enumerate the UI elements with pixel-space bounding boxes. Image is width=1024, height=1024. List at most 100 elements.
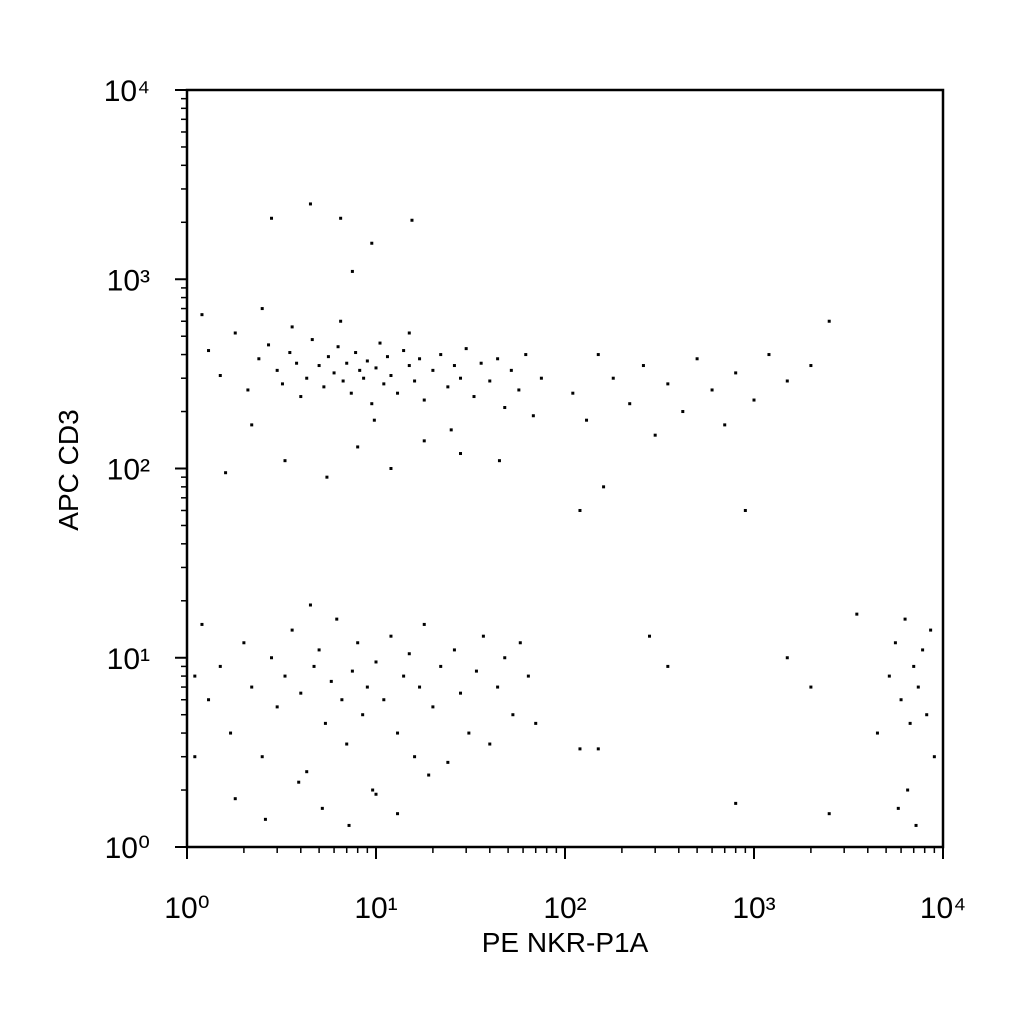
- x-tick-label: 10⁴: [920, 892, 966, 925]
- scatter-point: [503, 406, 507, 410]
- scatter-point: [666, 382, 670, 386]
- scatter-point: [310, 338, 314, 342]
- scatter-point: [356, 445, 360, 449]
- scatter-point: [312, 664, 316, 668]
- scatter-point: [396, 731, 400, 735]
- scatter-point: [855, 612, 859, 616]
- scatter-point: [418, 357, 422, 361]
- scatter-point: [267, 343, 271, 347]
- scatter-point: [511, 713, 515, 717]
- scatter-point: [467, 731, 471, 735]
- scatter-point: [374, 660, 378, 664]
- scatter-point: [374, 792, 378, 796]
- scatter-point: [207, 349, 211, 353]
- scatter-point: [734, 801, 738, 805]
- scatter-point: [464, 347, 468, 351]
- scatter-point: [229, 731, 233, 735]
- scatter-point: [596, 353, 600, 357]
- scatter-point: [827, 812, 831, 816]
- scatter-point: [752, 398, 756, 402]
- scatter-point: [602, 485, 606, 489]
- scatter-point: [410, 218, 414, 222]
- scatter-point: [539, 376, 543, 380]
- scatter-point: [723, 423, 727, 427]
- scatter-point: [497, 459, 501, 463]
- scatter-point: [290, 325, 294, 329]
- scatter-point: [908, 721, 912, 725]
- scatter-point: [449, 428, 453, 432]
- scatter-point: [496, 357, 500, 361]
- scatter-point: [439, 664, 443, 668]
- scatter-point: [446, 385, 450, 389]
- scatter-point: [356, 641, 360, 645]
- scatter-point: [385, 355, 389, 359]
- scatter-point: [275, 705, 279, 709]
- scatter-point: [906, 788, 910, 792]
- scatter-point: [358, 368, 362, 372]
- scatter-point: [207, 698, 211, 702]
- scatter-point: [218, 664, 222, 668]
- scatter-point: [283, 459, 287, 463]
- scatter-point: [695, 357, 699, 361]
- y-tick-label: 10⁴: [104, 75, 150, 108]
- scatter-point: [270, 216, 274, 220]
- scatter-point: [407, 364, 411, 368]
- scatter-point: [325, 475, 329, 479]
- scatter-point: [422, 439, 426, 443]
- scatter-point: [246, 388, 250, 392]
- scatter-point: [785, 656, 789, 660]
- scatter-point: [496, 685, 500, 689]
- scatter-point: [585, 418, 589, 422]
- scatter-point: [459, 376, 463, 380]
- scatter-point: [509, 368, 513, 372]
- scatter-point: [299, 691, 303, 695]
- plot-frame: [185, 88, 945, 849]
- scatter-point: [362, 376, 366, 380]
- scatter-point: [305, 770, 309, 774]
- scatter-point: [571, 391, 575, 395]
- scatter-point: [389, 467, 393, 470]
- scatter-point: [382, 698, 386, 702]
- scatter-point: [452, 364, 456, 368]
- scatter-point: [488, 742, 492, 746]
- scatter-point: [339, 216, 343, 220]
- scatter-point: [710, 388, 714, 392]
- scatter-point: [370, 241, 374, 245]
- scatter-point: [335, 617, 339, 621]
- scatter-point: [929, 628, 933, 632]
- scatter-point: [257, 357, 261, 361]
- scatter-point: [275, 368, 279, 372]
- scatter-point: [349, 391, 353, 395]
- scatter-point: [578, 508, 582, 512]
- scatter-point: [354, 351, 358, 355]
- scatter-point: [503, 656, 507, 660]
- scatter-point: [322, 385, 326, 389]
- scatter-point: [233, 331, 237, 335]
- scatter-point: [734, 371, 738, 375]
- x-tick-label: 10²: [543, 892, 586, 925]
- y-tick-label: 10³: [107, 264, 150, 297]
- scatter-point: [233, 797, 237, 801]
- scatter-point: [875, 731, 879, 735]
- scatter-point: [578, 747, 582, 751]
- scatter-point: [402, 349, 406, 353]
- scatter-point: [628, 402, 632, 406]
- scatter-point: [396, 391, 400, 395]
- scatter-point: [396, 812, 400, 816]
- scatter-point: [370, 402, 374, 406]
- scatter-point: [250, 423, 254, 427]
- scatter-point: [280, 382, 284, 386]
- scatter-point: [323, 721, 327, 725]
- scatter-point: [290, 628, 294, 632]
- scatter-point: [332, 371, 336, 375]
- scatter-point: [474, 669, 478, 673]
- scatter-point: [270, 656, 274, 660]
- y-tick-label: 10²: [107, 454, 150, 487]
- scatter-point: [308, 202, 312, 206]
- scatter-point: [531, 414, 535, 418]
- scatter-point: [361, 713, 365, 717]
- scatter-point: [345, 361, 349, 365]
- scatter-point: [827, 319, 831, 323]
- scatter-point: [526, 674, 530, 678]
- scatter-point: [893, 641, 897, 645]
